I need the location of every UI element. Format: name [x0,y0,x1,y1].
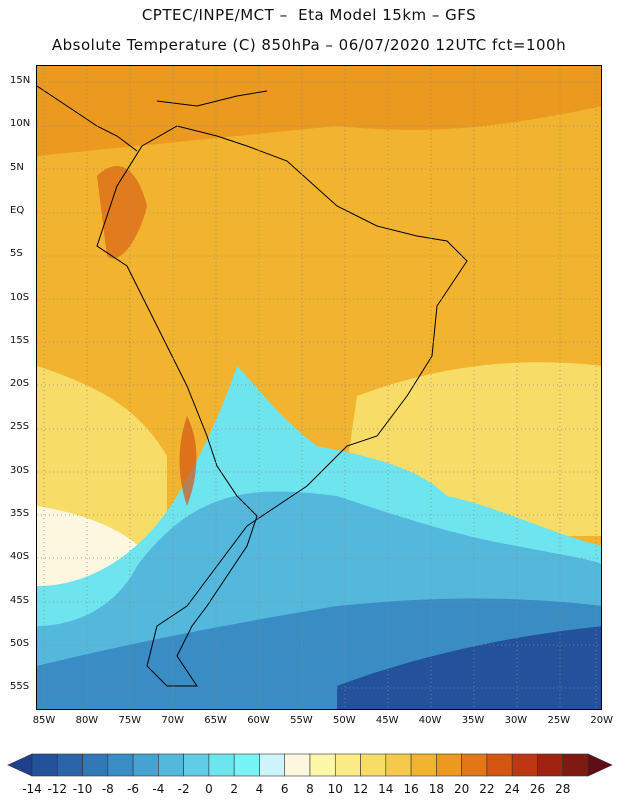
colorbar-swatch [461,753,488,777]
colorbar-swatch [259,753,286,777]
colorbar-swatch [486,753,513,777]
lon-label: 70W [161,715,184,726]
colorbar-swatch [511,753,538,777]
colorbar-swatch [436,753,462,777]
colorbar-swatch [208,753,235,777]
colorbar-label: 16 [403,782,419,796]
colorbar-swatch [334,753,361,777]
lat-label: 50S [10,637,30,649]
lat-label: 35S [10,508,30,519]
colorbar-swatch [132,753,159,777]
lat-label: 55S [10,681,30,693]
lat-label: 5S [10,248,23,260]
colorbar-label: -4 [152,782,165,796]
colorbar-label: 14 [378,782,394,796]
colorbar-label: 2 [230,782,238,796]
lon-label: 30W [504,715,528,726]
map-canvas [37,66,601,709]
colorbar-swatch [82,753,109,777]
colorbar-swatch [56,753,83,777]
colorbar-swatch [309,753,336,777]
lon-label: 50W [332,715,356,726]
colorbar-swatch [537,753,564,777]
lat-label: 10N [10,118,31,130]
colorbar-label: -12 [47,782,68,796]
colorbar-swatch [107,753,134,777]
hot-band-north [37,66,601,156]
lat-label: 40S [10,551,30,563]
lon-label: 75W [118,715,142,726]
lon-label: 45W [375,715,399,726]
lon-label: 65W [204,715,227,726]
colorbar-label: -6 [127,782,140,796]
temperature-map [36,65,602,710]
lon-label: 35W [461,715,485,726]
lat-label: 5N [10,161,24,173]
lat-label: 25S [10,421,30,433]
lon-label: 80W [75,715,99,726]
colorbar-label: 4 [255,782,264,796]
colorbar-swatch [183,753,210,777]
chart-title-line-1: CPTEC/INPE/MCT – Eta Model 15km – GFS [141,6,477,24]
colorbar-swatch [284,753,311,777]
colorbar-label: -8 [101,782,114,796]
colorbar-label: -2 [177,782,190,796]
lon-label: 55W [290,715,313,726]
colorbar-swatch [410,753,437,777]
colorbar [7,753,613,777]
colorbar-label: 10 [327,782,343,796]
colorbar-label: 12 [352,782,369,796]
colorbar-label: -10 [72,782,93,796]
colorbar-swatch [562,753,589,777]
andes-warm-spot [97,166,147,259]
lon-label: 40W [418,715,442,726]
colorbar-label: 18 [428,782,444,796]
caribbean-islands [156,90,268,107]
colorbar-label: 8 [306,782,314,796]
lon-label: 85W [32,715,56,726]
lat-label: 20S [10,378,30,390]
lat-label: 30S [10,464,30,476]
lat-label: 15N [10,75,31,86]
lat-label: 15S [10,334,30,346]
colorbar-label: -14 [22,782,42,796]
lat-label: 45S [10,594,30,606]
lon-label: 20W [590,715,613,726]
cold-core-3 [337,626,601,709]
colorbar-label: 26 [529,782,546,796]
colorbar-label: 0 [205,782,213,796]
colorbar-label: 20 [453,782,470,796]
lon-label: 60W [247,715,270,726]
south-america-coastline [96,125,468,687]
colorbar-swatch [31,753,58,777]
lon-label: 25W [547,715,571,726]
colorbar-label: 24 [504,782,520,796]
lat-label: EQ [10,204,25,216]
lat-label: 10S [10,291,30,303]
colorbar-swatch [233,753,260,777]
chaco-warm-spot [179,416,197,506]
colorbar-swatch [158,753,184,777]
colorbar-arrow-low [7,753,33,777]
colorbar-label: 28 [555,782,571,796]
colorbar-label: 22 [479,782,495,796]
chart-title-line-2: Absolute Temperature (C) 850hPa – 06/07/… [51,36,567,54]
colorbar-swatch [360,753,387,777]
colorbar-arrow-high [587,753,613,777]
colorbar-swatch [385,753,412,777]
colorbar-label: 6 [280,782,289,796]
